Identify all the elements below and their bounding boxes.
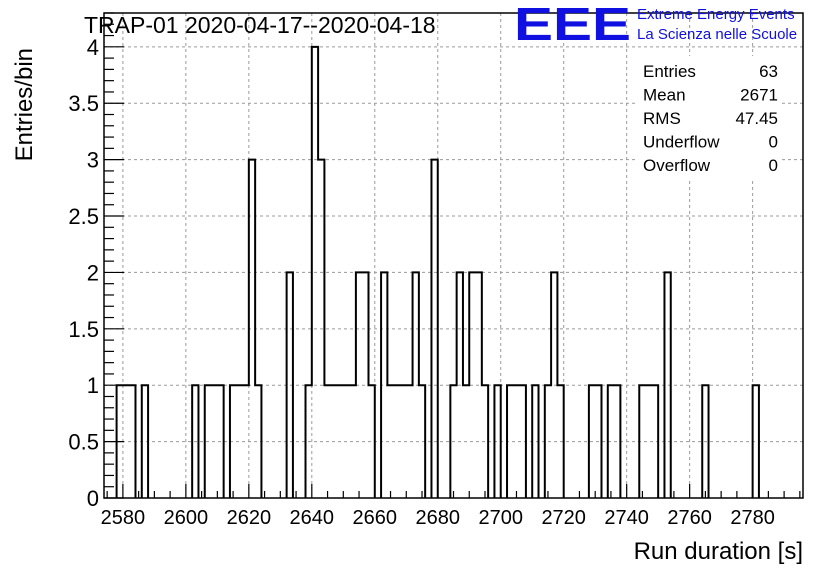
chart-title: TRAP-01 2020-04-17--2020-04-18: [84, 12, 436, 38]
y-tick-label: 3.5: [68, 91, 99, 116]
y-tick-label: 4: [87, 35, 99, 60]
axis-ticks: [104, 12, 801, 499]
y-tick-label: 1.5: [68, 317, 99, 342]
stats-box-background: [636, 56, 781, 178]
stats-label: Entries: [643, 62, 696, 81]
x-tick-label: 2620: [227, 507, 272, 529]
x-tick-label: 2580: [101, 507, 146, 529]
eee-logo: EEE Extreme Energy Events La Scienza nel…: [514, 0, 797, 50]
y-tick-label: 1: [87, 373, 99, 398]
stats-label: Overflow: [643, 156, 711, 175]
x-tick-label: 2760: [667, 507, 712, 529]
eee-logo-mark: EEE: [514, 0, 631, 50]
eee-logo-line2: La Scienza nelle Scuole: [637, 26, 797, 43]
stats-label: Mean: [643, 86, 686, 105]
stats-value: 47.45: [735, 109, 778, 128]
x-tick-label: 2660: [353, 507, 398, 529]
x-tick-label: 2640: [290, 507, 335, 529]
y-tick-label: 0.5: [68, 430, 99, 455]
x-tick-label: 2740: [604, 507, 649, 529]
stats-box: Entries 63 Mean 2671 RMS 47.45 Underflow 0 Overf…: [636, 56, 781, 178]
stats-label: Underflow: [643, 133, 720, 152]
stats-value: 63: [759, 62, 778, 81]
y-tick-label: 3: [87, 148, 99, 173]
x-tick-label: 2780: [730, 507, 775, 529]
y-tick-label: 2.5: [68, 204, 99, 229]
eee-logo-line1: Extreme Energy Events: [637, 6, 795, 23]
histogram-line: [115, 45, 760, 498]
y-tick-label: 2: [87, 260, 99, 285]
x-axis-label: Run duration [s]: [634, 538, 803, 565]
stats-value: 0: [769, 133, 778, 152]
x-tick-label: 2720: [541, 507, 586, 529]
stats-value: 2671: [740, 86, 778, 105]
y-axis-label: Entries/bin: [11, 48, 38, 161]
x-tick-label: 2700: [478, 507, 523, 529]
stats-label: RMS: [643, 109, 681, 128]
y-tick-label: 0: [87, 486, 99, 511]
x-tick-label: 2680: [416, 507, 461, 529]
stats-value: 0: [769, 156, 778, 175]
tick-labels: 2580 2600 2620 2640 2660 2680 2700 2720 2740 2760…: [68, 35, 774, 529]
x-tick-label: 2600: [164, 507, 209, 529]
